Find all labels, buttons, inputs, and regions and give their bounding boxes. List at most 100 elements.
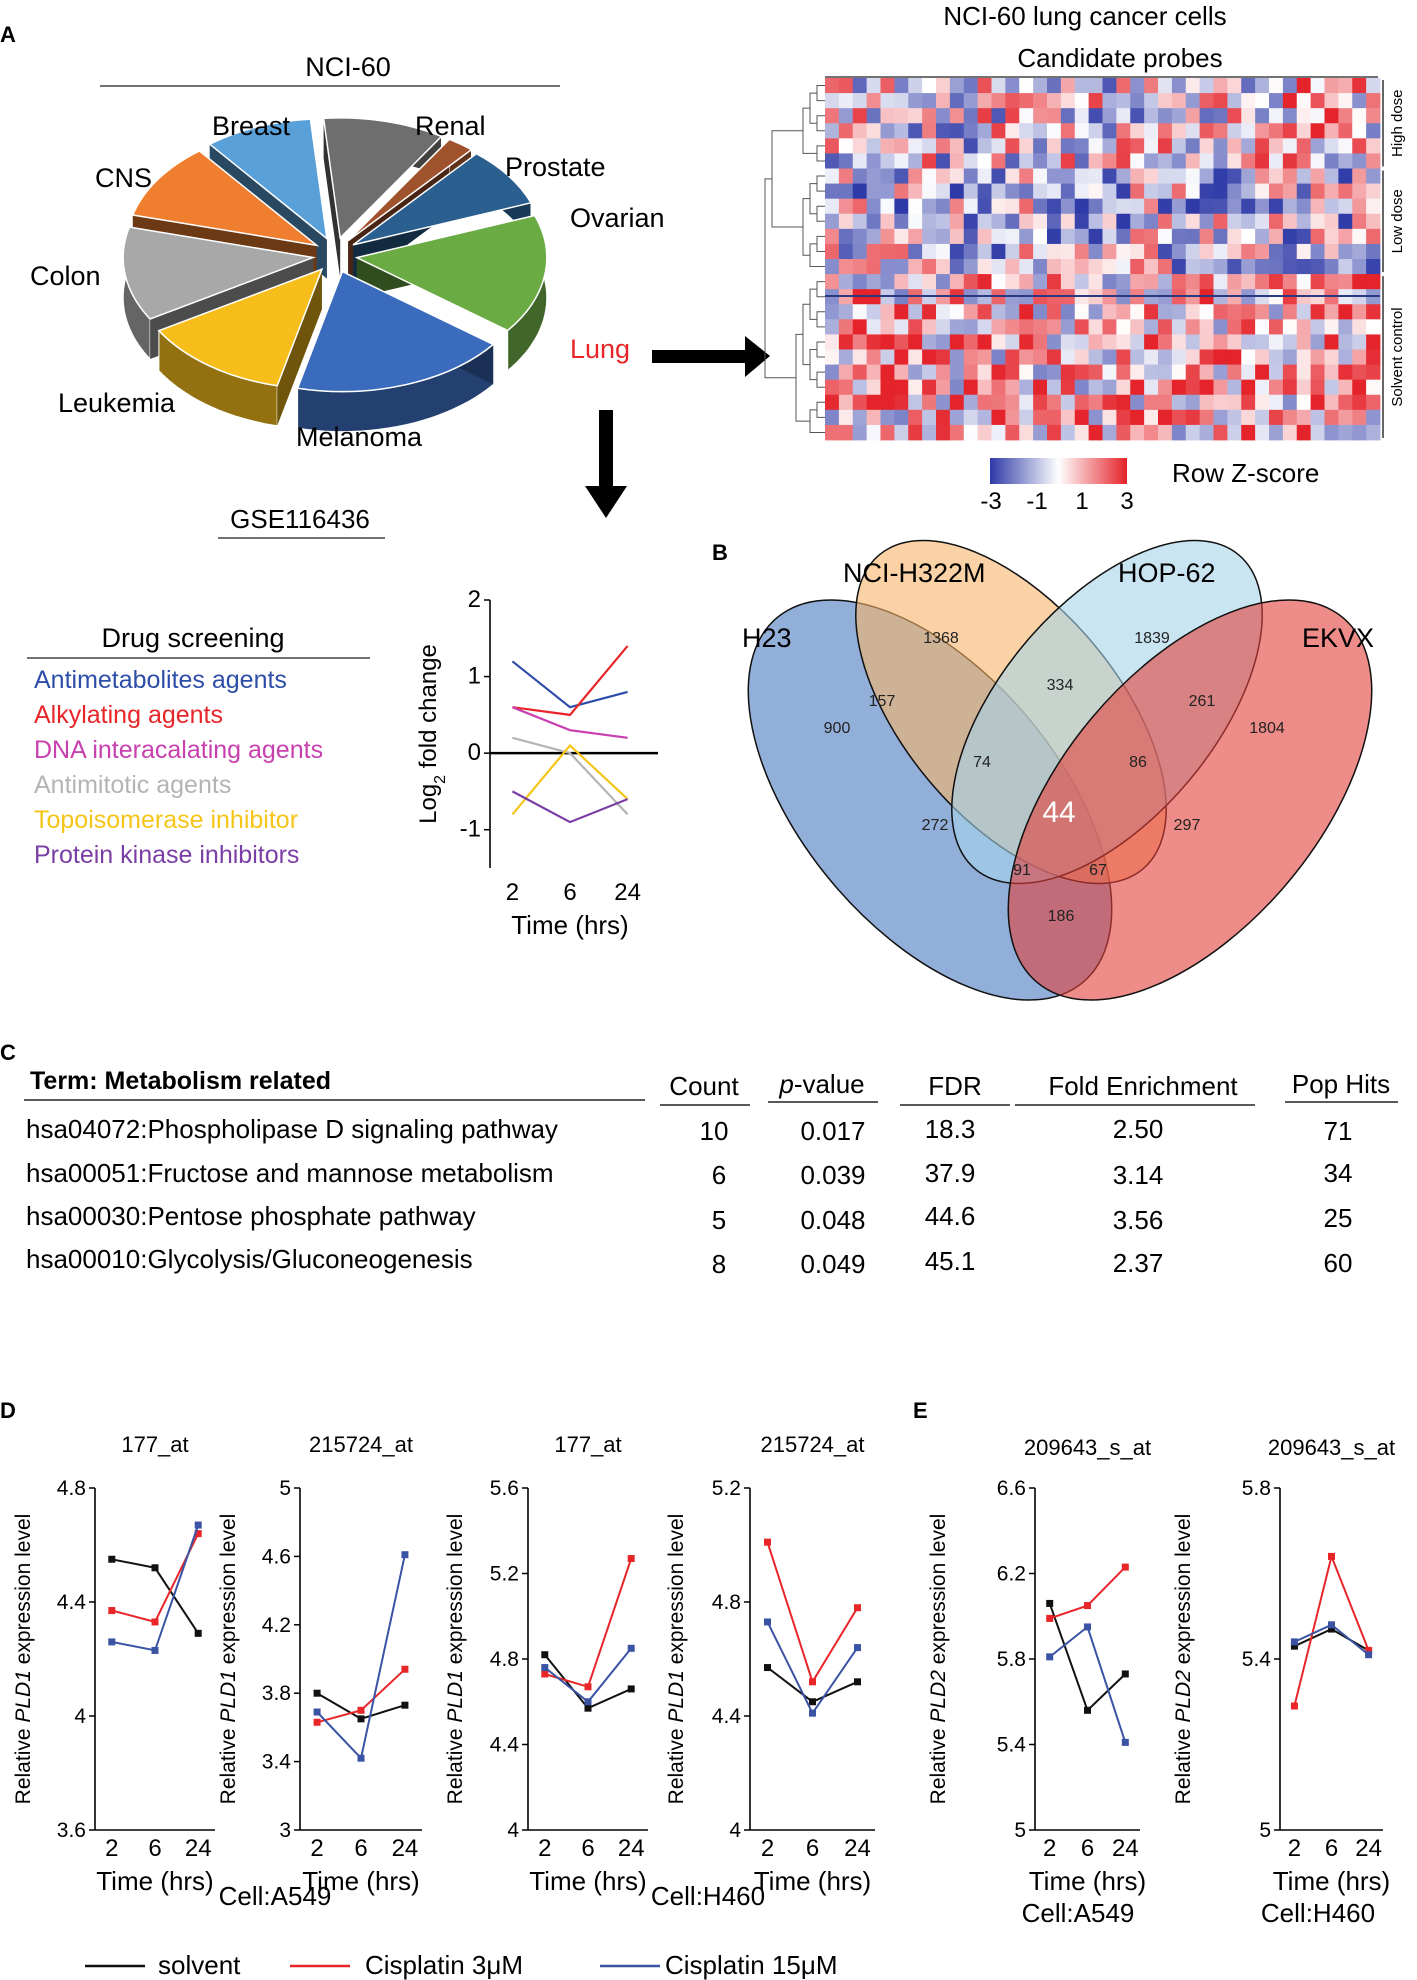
heatmap-cell [949,93,965,109]
y-axis-label-pre: Relative [444,1723,467,1805]
heatmap-cell [1060,259,1076,275]
heatmap-cell [1144,78,1159,94]
heatmap-cell [1171,168,1187,184]
heatmap-cell [825,243,840,260]
heatmap-cell [866,243,881,260]
heatmap-cell [1199,409,1214,426]
drug-item: Protein kinase inhibitors [34,841,299,869]
heatmap-cell [977,108,992,124]
heatmap-cell [1060,168,1076,184]
heatmap-cell [1255,108,1270,124]
heatmap-cell [1269,259,1284,275]
heatmap-cell [977,379,992,396]
data-point [764,1618,771,1626]
heatmap-cell [894,274,909,290]
cell-pvalue: 0.017 [800,1116,865,1146]
heatmap-cell [1047,364,1062,381]
y-tick-label: 2 [468,586,481,613]
cell-pop: 34 [1324,1158,1353,1188]
data-point [313,1689,321,1697]
heatmap-cell [1199,93,1214,109]
heatmap-cell [977,228,992,245]
heatmap-cell [1241,183,1256,200]
heatmap-cell [1241,123,1256,139]
venn-count: 272 [922,817,949,834]
drug-item: Alkylating agents [34,701,223,729]
heatmap-cell [866,108,881,124]
heatmap-cell [1144,394,1159,411]
heatmap-cell [1102,138,1117,154]
heatmap-cell [1060,123,1076,139]
heatmap-cell [1130,274,1145,290]
data-point [1328,1621,1335,1629]
heatmap-cell [1366,243,1381,260]
heatmap-cell [1088,228,1103,245]
heatmap-cell [1047,334,1062,350]
drug-item: Antimitotic agents [34,771,231,799]
heatmap-cell [1296,259,1312,275]
heatmap-cell [1102,394,1117,411]
data-point [627,1555,635,1563]
heatmap-cell [852,153,868,169]
heatmap-cell [1130,409,1145,426]
heatmap-cell [1296,319,1312,335]
data-point [809,1698,816,1706]
heatmap-cell [949,319,965,335]
heatmap-cell [1130,93,1145,109]
heatmap-cell [1366,108,1381,124]
heatmap-cell [1338,213,1353,230]
venn-label-h23: H23 [742,623,792,653]
heatmap-cell [880,153,895,169]
heatmap-cell [1199,364,1214,381]
heatmap-cell [838,78,854,94]
gse-title: GSE116436 [230,504,370,534]
heatmap-cell [880,243,895,260]
venn-count: 91 [1013,862,1031,879]
heatmap-cell [936,243,951,260]
heatmap-cell [949,349,965,365]
venn-label-hop62: HOP-62 [1118,558,1216,588]
heatmap-cell [1158,153,1173,169]
heatmap-cell [1033,394,1048,411]
y-axis-label-gene: PLD1 [444,1670,467,1723]
heatmap-cell [922,304,937,320]
pie-slice [354,213,548,372]
heatmap-cell [1088,409,1103,426]
heatmap-cell [1158,228,1173,245]
heatmap-cell [991,123,1006,139]
heatmap-cell [825,304,840,320]
heatmap-cell [1255,228,1270,245]
heatmap-cell [1213,409,1228,426]
heatmap-cell [880,334,895,350]
heatmap-cell [1005,123,1020,139]
heatmap-cell [922,123,937,139]
heatmap-cell [922,409,937,426]
heatmap-cell [866,138,881,154]
heatmap-cell [1227,183,1242,200]
heatmap-cell [1227,198,1242,215]
heatmap-cell [1060,93,1076,109]
data-point [1084,1602,1091,1610]
heatmap-cell [866,349,881,365]
cell-count: 8 [712,1249,726,1279]
heatmap-cell [1130,259,1145,275]
heatmap-cell [852,93,868,109]
heatmap-cell [1130,108,1145,124]
heatmap-cell [1338,93,1353,109]
heatmap-cell [852,183,868,200]
heatmap-cell [977,409,992,426]
heatmap-cell [1366,259,1381,275]
heatmap-cell [894,364,909,381]
y-tick-label: 4.6 [262,1545,291,1568]
heatmap-cell [1088,198,1103,215]
heatmap-cell [963,334,979,350]
heatmap-cell [866,334,881,350]
heatmap-cell [1019,138,1034,154]
heatmap-cell [908,183,923,200]
heatmap-cell [949,424,965,441]
heatmap-cell [1282,93,1298,109]
heatmap-cell [1158,319,1173,335]
heatmap-cell [991,78,1006,94]
x-tick-label: 24 [844,1835,871,1862]
heatmap-cell [825,394,840,411]
